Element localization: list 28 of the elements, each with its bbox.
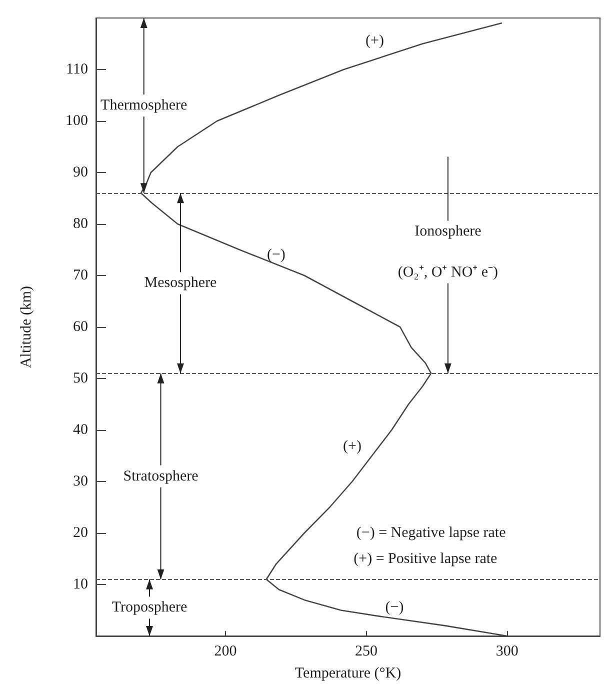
annotation: (+) = Positive lapse rate xyxy=(354,550,498,567)
y-axis-title: Altitude (km) xyxy=(18,286,34,368)
annotation: (−) xyxy=(266,246,286,263)
annotation: Ionosphere xyxy=(414,224,482,240)
y-tick-label: 20 xyxy=(73,525,88,541)
annotation: Stratosphere xyxy=(123,468,199,484)
annotation: Troposphere xyxy=(112,600,188,616)
y-tick-label: 70 xyxy=(73,268,88,284)
x-axis-title: Temperature (°K) xyxy=(294,666,402,682)
y-tick-label: 80 xyxy=(73,216,88,232)
y-tick-label: 110 xyxy=(66,62,88,78)
annotation: Thermosphere xyxy=(100,98,188,114)
annotation: (−) = Negative lapse rate xyxy=(356,525,506,541)
y-tick-label: 50 xyxy=(73,370,88,386)
x-tick-label: 250 xyxy=(355,644,378,660)
annotation: (+) xyxy=(342,438,362,454)
annotation: (O₂⁺, O⁺ NO⁺ e⁻) xyxy=(398,264,498,280)
x-tick-label: 300 xyxy=(496,644,518,660)
y-tick-label: 40 xyxy=(73,422,88,438)
annotation: (+) xyxy=(366,33,384,50)
y-tick-label: 100 xyxy=(66,113,88,129)
x-tick-label: 200 xyxy=(214,644,237,660)
y-tick-label: 90 xyxy=(73,164,88,180)
y-tick-label: 10 xyxy=(73,576,88,592)
y-tick-label: 30 xyxy=(73,474,88,490)
y-tick-label: 60 xyxy=(73,319,88,335)
annotation: Mesosphere xyxy=(144,275,218,292)
annotation: (−) xyxy=(385,600,404,616)
